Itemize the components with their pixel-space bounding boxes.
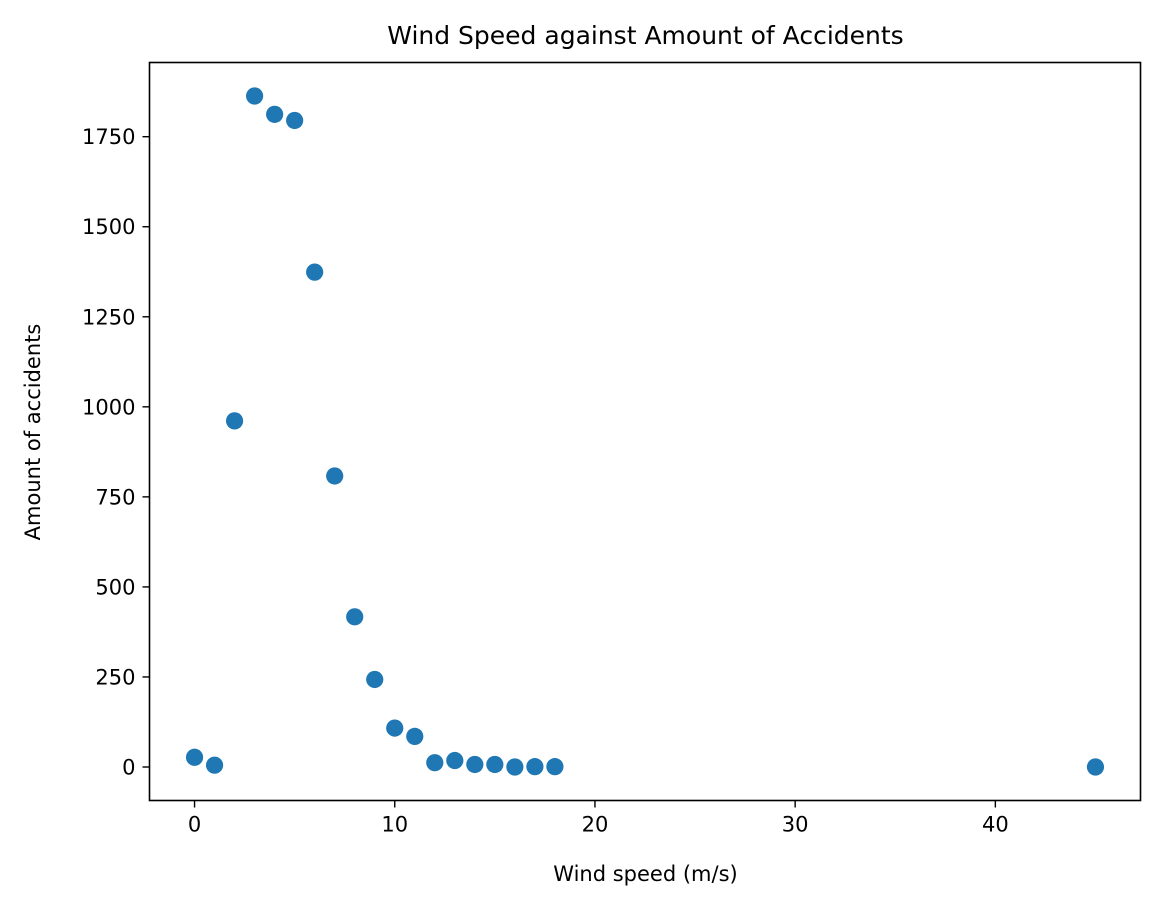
scatter-point — [306, 263, 324, 281]
scatter-point — [1086, 758, 1105, 776]
x-tick-label: 0 — [188, 813, 201, 837]
y-tick-label: 500 — [95, 575, 135, 599]
scatter-point — [546, 758, 564, 776]
scatter-point — [346, 608, 364, 626]
plot-area-frame — [148, 61, 1142, 802]
x-axis-label: Wind speed (m/s) — [553, 862, 737, 886]
x-tick-label: 10 — [381, 813, 408, 837]
scatter-point — [526, 758, 544, 776]
y-tick-label: 1750 — [82, 125, 135, 149]
y-axis-ticks: 0 250 500 750 1000 1250 1500 1750 — [82, 125, 150, 780]
x-axis-ticks: 0 10 20 30 40 — [188, 800, 1009, 837]
scatter-point — [185, 748, 204, 766]
y-tick-label: 1250 — [82, 305, 135, 329]
y-tick-label: 1500 — [82, 215, 135, 239]
scatter-point — [286, 111, 304, 130]
y-axis-label: Amount of accidents — [21, 324, 45, 541]
scatter-point — [225, 412, 244, 430]
y-tick-label: 0 — [122, 756, 135, 780]
x-tick-label: 20 — [582, 813, 609, 837]
scatter-point — [386, 719, 404, 737]
y-tick-label: 250 — [95, 665, 135, 689]
scatter-point — [326, 467, 344, 485]
scatter-point — [205, 756, 224, 774]
scatter-point — [366, 670, 384, 689]
scatter-point — [506, 758, 524, 776]
y-tick-label: 750 — [95, 485, 135, 509]
scatter-point — [246, 87, 264, 105]
x-tick-label: 40 — [982, 813, 1009, 837]
scatter-point — [486, 755, 504, 774]
scatter-point — [266, 105, 284, 123]
chart-title: Wind Speed against Amount of Accidents — [387, 21, 903, 50]
y-tick-label: 1000 — [82, 395, 135, 419]
scatter-point — [446, 751, 464, 770]
x-tick-label: 30 — [782, 813, 809, 837]
data-points — [185, 87, 1105, 776]
scatter-point — [466, 755, 484, 774]
scatter-point — [426, 754, 444, 772]
scatter-point — [406, 727, 424, 745]
